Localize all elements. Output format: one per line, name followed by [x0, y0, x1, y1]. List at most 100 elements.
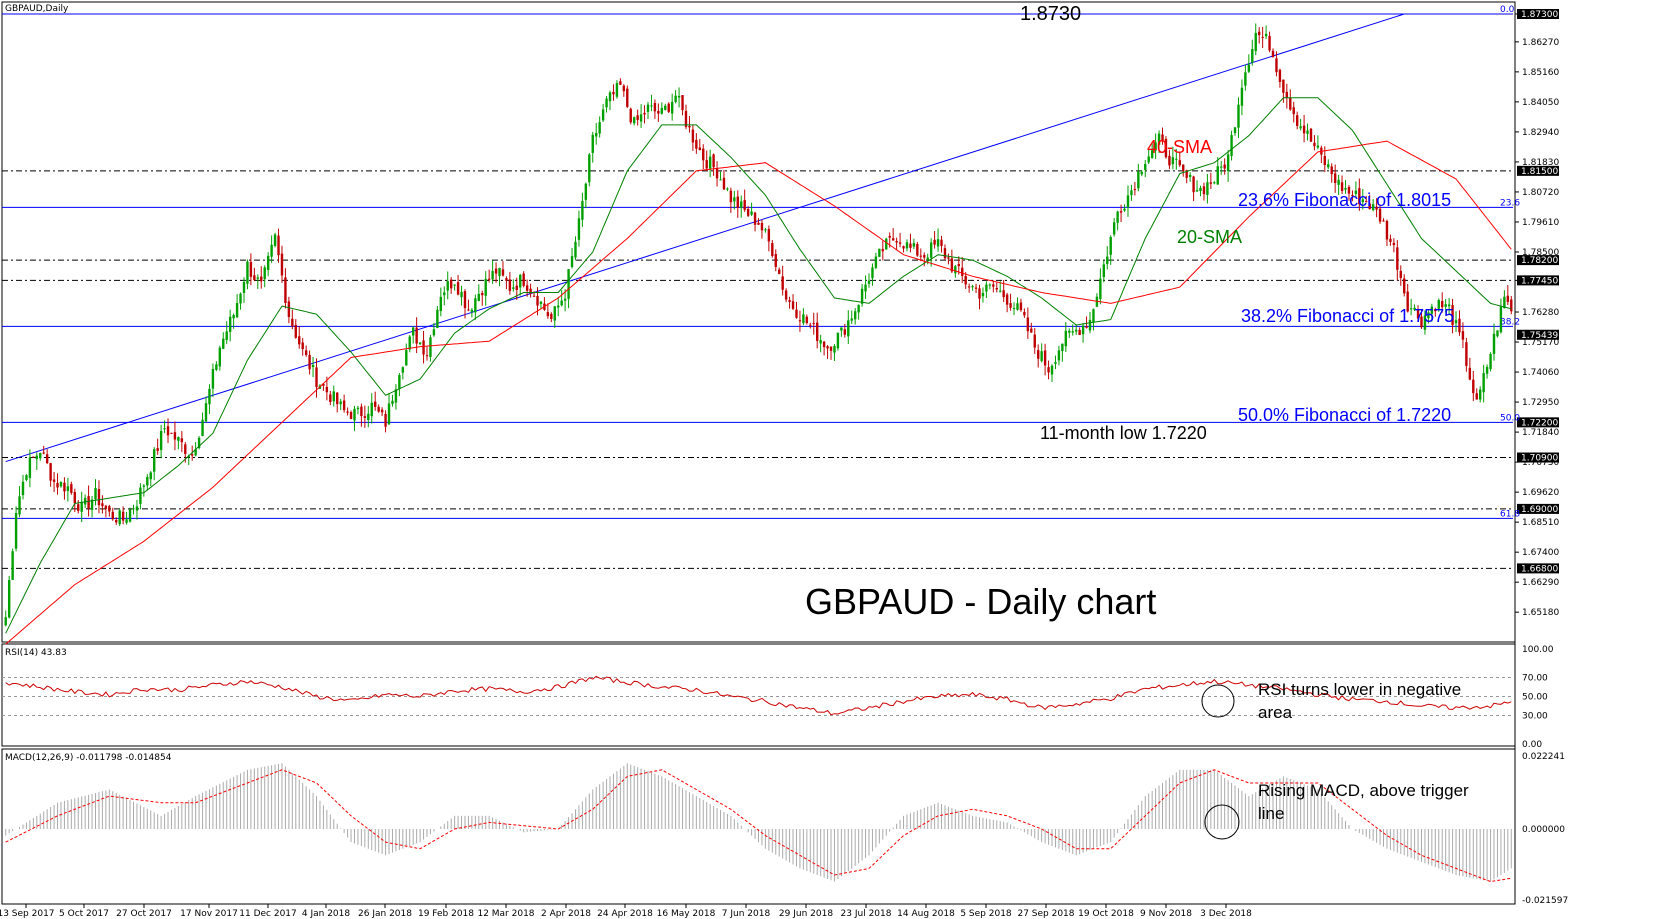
candle-body: [1461, 331, 1465, 340]
candle-body: [1510, 299, 1513, 312]
candle-body: [1119, 211, 1123, 213]
candle-body: [857, 305, 860, 313]
candle-body: [1327, 164, 1330, 168]
candle-body: [581, 201, 584, 220]
candle-body: [767, 228, 771, 242]
candle-body: [992, 284, 995, 287]
level-box: [1517, 329, 1559, 340]
candle-body: [1382, 220, 1385, 222]
candle-body: [7, 580, 11, 618]
candle-body: [702, 148, 705, 161]
macd-signal-line: [5, 769, 1512, 883]
level-box: [1517, 9, 1559, 19]
candle-body: [1244, 72, 1247, 86]
candle-body: [253, 275, 256, 281]
price-tick-label: 1.69620: [1522, 488, 1559, 498]
candle-body: [325, 386, 329, 393]
rsi-note-line1: RSI turns lower in negative: [1258, 680, 1461, 699]
macd-panel: 0.022241 0.000000 -0.021597: [5, 752, 1568, 906]
candle-body: [940, 239, 943, 246]
candle-body: [1275, 58, 1278, 73]
candle-body: [895, 241, 898, 243]
candle-body: [232, 314, 235, 319]
candle-body: [1033, 334, 1036, 348]
candle-body: [1074, 329, 1078, 332]
candle-body: [1409, 308, 1413, 310]
candle-body: [878, 248, 881, 257]
candle-body: [1378, 208, 1382, 222]
candle-body: [778, 269, 781, 274]
low-label: 11-month low 1.7220: [1040, 423, 1207, 443]
candle-body: [73, 491, 76, 504]
candle-body: [1264, 33, 1268, 37]
candle-body: [1092, 309, 1095, 323]
candle-body: [308, 355, 311, 370]
candle-body: [249, 262, 253, 277]
candle-body: [287, 301, 291, 318]
candle-body: [546, 312, 550, 317]
candle-body: [988, 284, 992, 286]
candle-body: [1147, 156, 1150, 163]
candle-body: [218, 347, 222, 367]
candle-body: [1368, 203, 1371, 210]
candle-body: [1451, 305, 1454, 325]
candle-body: [1088, 319, 1092, 331]
candle-body: [1261, 36, 1264, 38]
candle-body: [829, 346, 833, 351]
candle-body: [1458, 318, 1461, 333]
candle-body: [1496, 330, 1499, 337]
candle-body: [1289, 97, 1292, 110]
candle-body: [474, 298, 477, 313]
candle-body: [1106, 256, 1109, 264]
level-box-label: 1.66800: [1521, 564, 1558, 574]
candle-body: [277, 235, 280, 256]
level-box-label: 1.70900: [1521, 454, 1558, 464]
candle-body: [208, 388, 211, 405]
candle-body: [1385, 220, 1389, 240]
candle-body: [1347, 186, 1351, 194]
candle-body: [909, 243, 912, 248]
candle-body: [1403, 278, 1406, 294]
candle-body: [436, 309, 439, 329]
candle-body: [1240, 87, 1244, 106]
price-tick-label: 1.76280: [1522, 308, 1559, 318]
date-tick-label: 9 Nov 2018: [1140, 909, 1192, 919]
candle-body: [1489, 353, 1492, 370]
candle-body: [363, 416, 367, 418]
rsi-note-line2: area: [1258, 703, 1293, 722]
candle-body: [1040, 351, 1043, 362]
candle-body: [204, 403, 208, 422]
candle-body: [1344, 187, 1347, 190]
candle-body: [650, 105, 653, 107]
candle-body: [850, 318, 853, 321]
rsi-highlight-circle: [1201, 684, 1235, 718]
candle-body: [532, 295, 536, 297]
candle-body: [128, 509, 132, 522]
candle-body: [353, 408, 356, 421]
candle-body: [809, 324, 812, 326]
candle-body: [332, 391, 335, 402]
candle-body: [163, 428, 166, 430]
candle-body: [660, 107, 664, 114]
candle-body: [743, 200, 746, 210]
candle-body: [1247, 64, 1251, 72]
candle-body: [477, 293, 480, 301]
price-tick-label: 1.72950: [1522, 398, 1559, 408]
fib382-label: 38.2% Fibonacci of 1.7575: [1241, 306, 1454, 326]
candle-body: [560, 300, 563, 306]
candle-body: [439, 296, 443, 312]
rsi-label: RSI(14) 43.83: [5, 648, 67, 658]
candle-body: [985, 284, 988, 292]
date-tick-label: 7 Jun 2018: [722, 909, 771, 919]
candle-body: [1012, 308, 1016, 310]
candle-body: [360, 406, 363, 417]
rsi-tick-label: 70.00: [1522, 674, 1548, 684]
level-box: [1517, 452, 1559, 463]
candle-body: [674, 95, 677, 102]
candle-body: [588, 154, 591, 183]
date-tick-label: 13 Sep 2017: [0, 909, 55, 919]
price-tick-label: 1.79610: [1522, 218, 1559, 228]
candle-body: [28, 457, 32, 478]
candle-body: [467, 309, 470, 311]
candle-body: [1506, 295, 1510, 302]
